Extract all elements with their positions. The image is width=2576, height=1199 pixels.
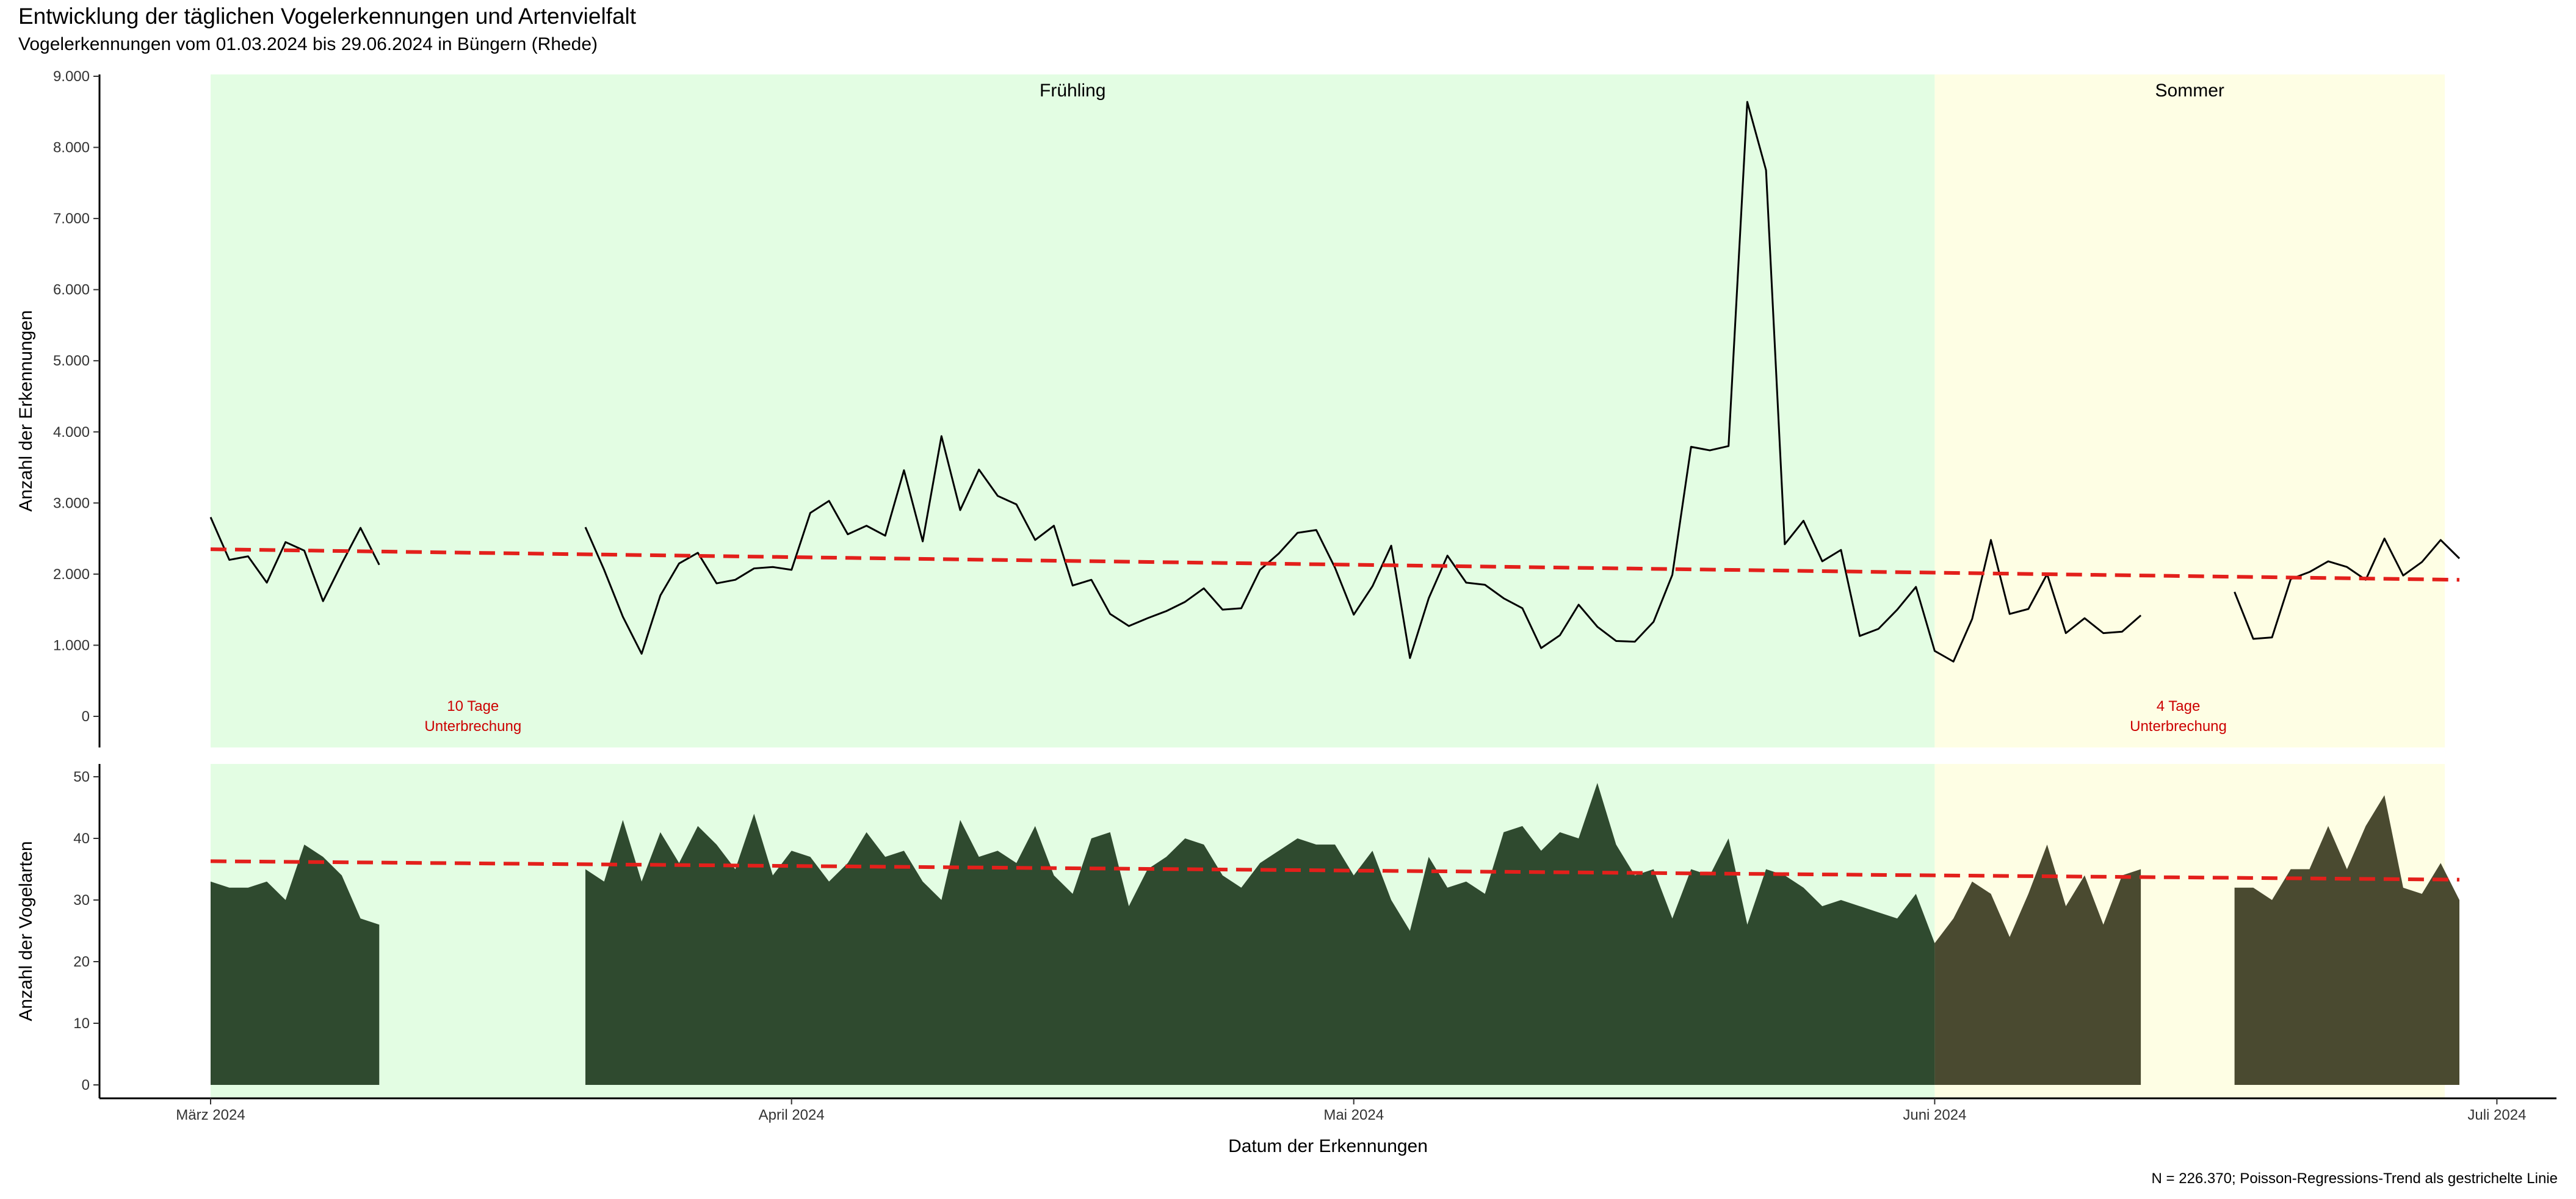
detections-y-tick-label: 2.000 [53,566,90,583]
x-tick-label: März 2024 [176,1107,245,1123]
detections-line-segment-0 [209,517,380,602]
x-tick-label: April 2024 [759,1107,825,1123]
species-y-tick-label: 10 [73,1015,90,1032]
chart-subtitle: Vogelerkennungen vom 01.03.2024 bis 29.0… [18,34,598,54]
species-y-tick-label: 30 [73,892,90,909]
detections-y-tick-label: 0 [82,708,90,725]
season-band-summer [1934,74,2445,747]
season-label: Sommer [2155,81,2224,101]
text-labels: Frühling Sommer 10 Tage Unterbrechung 4 Tage… [424,81,2226,735]
detections-line-series [209,101,2461,663]
species-y-tick-label: 20 [73,954,90,970]
trend-lines [210,547,2460,882]
detections-trend-line [210,547,2460,582]
season-band-spring [211,74,1935,747]
species-y-tick-label: 0 [82,1077,90,1093]
species-y-axis-title: Anzahl der Vogelarten [16,841,36,1021]
species-area-segment-2-summer [2234,795,2459,1085]
detections-line-segment-2 [2234,538,2461,640]
species-area-segment-1-spring [585,783,1935,1085]
detections-y-axis-title: Anzahl der Erkennungen [16,310,36,511]
axes: 0 1.000 2.000 3.000 4.000 5.000 6.000 7.000 8.00… [16,68,2556,1156]
species-area-segment-1-summer [1934,844,2141,1085]
detections-line-segment-1 [584,101,2142,663]
detections-y-tick-label: 5.000 [53,353,90,369]
detections-season-bands [211,74,2445,747]
species-area-series [211,783,2459,1085]
season-label: Frühling [1040,81,1105,101]
x-tick-label: Juli 2024 [2467,1107,2526,1123]
detections-y-tick-label: 4.000 [53,424,90,441]
gap-annotation-days: 10 Tage [447,698,499,715]
gap-annotation-label: Unterbrechung [424,718,521,735]
detections-y-tick-label: 1.000 [53,637,90,654]
detections-y-tick-label: 6.000 [53,282,90,298]
species-y-tick-label: 40 [73,830,90,847]
x-axis-title: Datum der Erkennungen [1228,1136,1428,1156]
x-tick-label: Juni 2024 [1903,1107,1966,1123]
species-trend-line [210,859,2460,882]
detections-y-tick-label: 9.000 [53,68,90,85]
detections-y-tick-label: 8.000 [53,140,90,156]
detections-y-tick-label: 7.000 [53,211,90,227]
species-area-segment-0-spring [211,844,380,1085]
detections-y-tick-label: 3.000 [53,495,90,511]
species-y-tick-label: 50 [73,769,90,785]
gap-annotation-label: Unterbrechung [2130,718,2227,735]
gap-annotation-days: 4 Tage [2157,698,2201,715]
x-tick-label: Mai 2024 [1323,1107,1384,1123]
chart-caption: N = 226.370; Poisson-Regressions-Trend a… [2151,1170,2558,1187]
chart-title: Entwicklung der täglichen Vogelerkennung… [18,4,637,29]
